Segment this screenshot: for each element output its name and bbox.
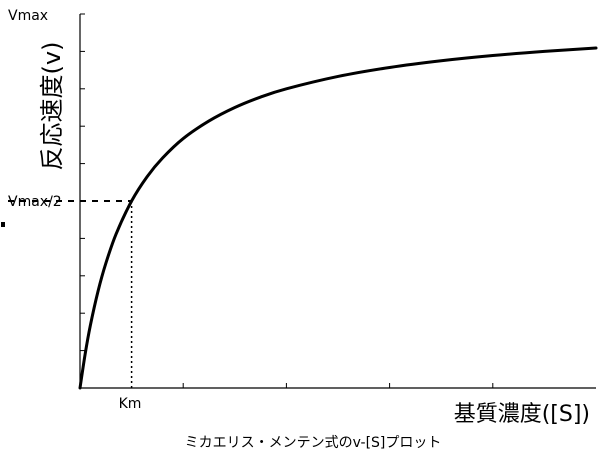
series-line-velocity [78, 46, 598, 390]
chart-caption: ミカエリス・メンテン式のv-[S]プロット [185, 435, 442, 451]
side-marker [1, 222, 5, 227]
y-tick-label-vmax: Vmax [8, 8, 48, 24]
y-axis-label: 反応速度(v) [38, 42, 66, 171]
y-tick-label-half-vmax: Vmax/2 [8, 194, 62, 210]
x-tick-label-km: Km [119, 396, 142, 412]
guides-layer [8, 200, 133, 388]
ticks-layer [79, 13, 494, 388]
x-axis-label: 基質濃度([S]) [454, 402, 590, 427]
curve-layer [78, 46, 598, 390]
